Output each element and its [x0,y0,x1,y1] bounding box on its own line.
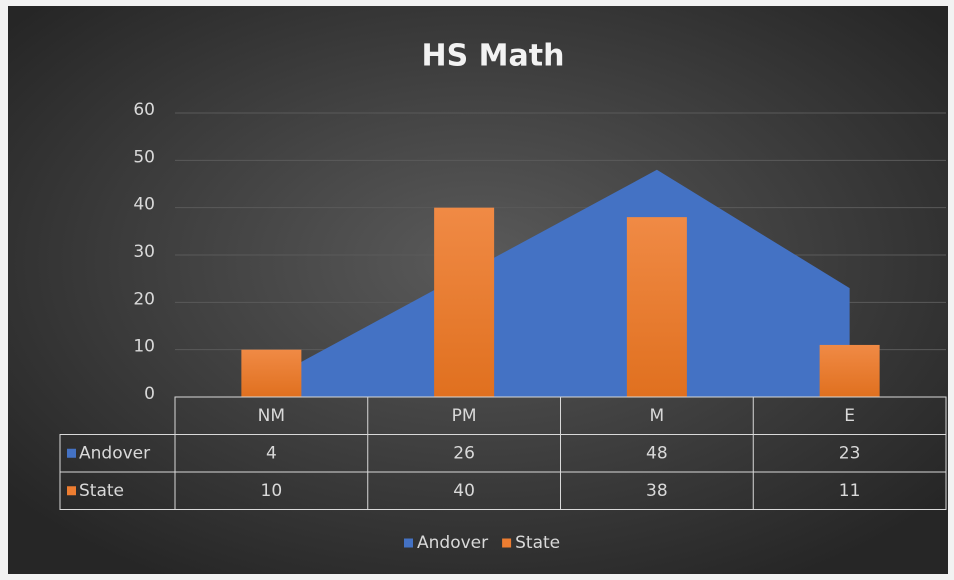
y-tick-label: 10 [133,337,155,357]
data-table-series-name: Andover [79,443,150,463]
bar [434,207,495,397]
data-table-value: 26 [453,443,475,463]
data-table-value: 11 [839,481,861,501]
data-table-key [67,448,76,458]
y-tick-label: 0 [144,384,155,404]
y-tick-label: 40 [133,195,155,215]
legend-key [502,538,512,548]
y-tick-label: 60 [133,100,155,120]
y-tick-label: 50 [133,147,155,167]
data-table-value: 38 [646,481,668,501]
x-tick-label: PM [452,406,477,426]
bar [819,344,880,397]
bar [626,217,687,397]
x-tick-label: E [844,406,855,426]
legend-key [404,538,413,548]
data-table-value: 48 [646,443,668,463]
data-table-value: 23 [839,443,861,463]
data-table-value: 10 [261,481,283,501]
x-tick-label: NM [258,406,285,426]
x-tick-label: M [650,406,665,426]
area [271,169,850,397]
data-table-value: 40 [453,481,475,501]
y-tick-label: 20 [133,289,155,309]
data-table-series-name: State [79,481,124,501]
chart-title: HS Math [422,39,565,74]
data-table-key [67,486,76,496]
y-tick-label: 30 [133,242,155,262]
legend-label: State [515,533,560,553]
bar [241,349,302,397]
legend-label: Andover [417,533,488,553]
data-table-value: 4 [266,443,277,463]
